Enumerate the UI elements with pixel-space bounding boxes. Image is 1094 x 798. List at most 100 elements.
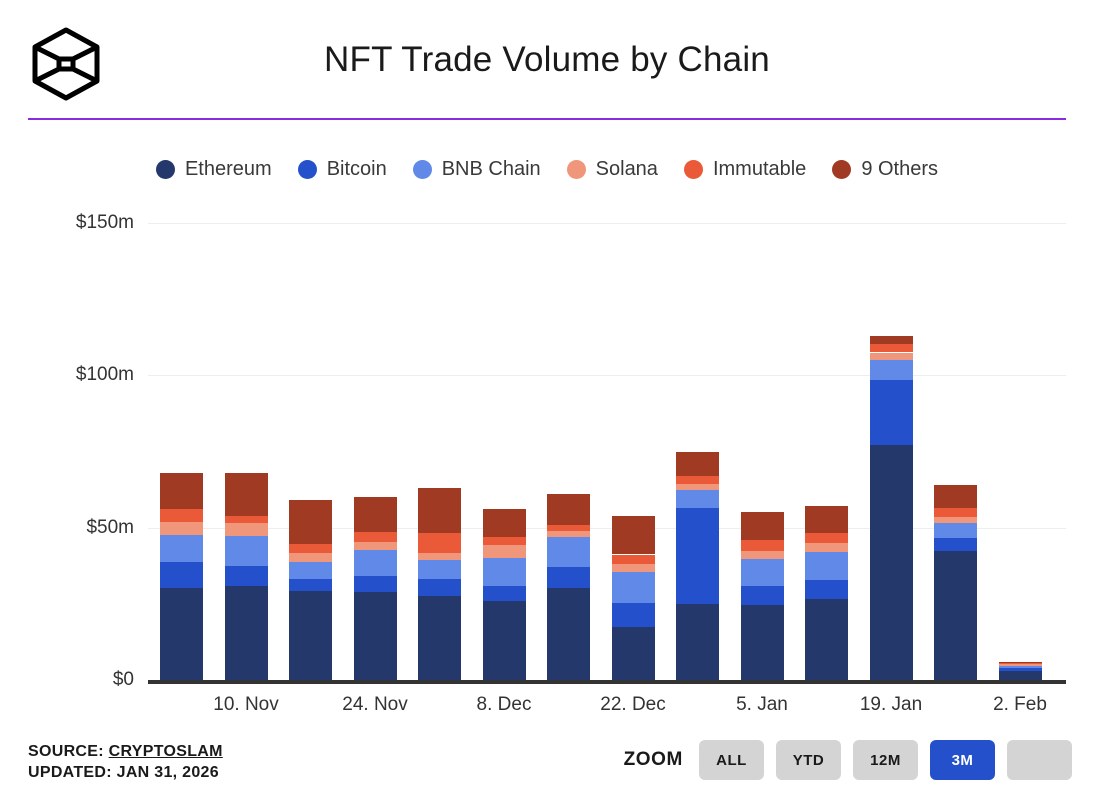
source-link[interactable]: CRYPTOSLAM <box>108 743 223 760</box>
bar-segment-bnb-chain <box>160 535 203 562</box>
bar-column[interactable] <box>998 661 1042 680</box>
zoom-button-12m[interactable]: 12M <box>853 740 918 780</box>
legend-swatch-icon <box>155 160 175 179</box>
chart-header: NFT Trade Volume by Chain <box>0 0 1094 120</box>
bar-column[interactable] <box>869 335 913 680</box>
legend-item-label: Immutable <box>712 158 807 180</box>
y-axis-tick-label: $150m <box>75 212 134 233</box>
bar-segment-solana <box>289 552 332 562</box>
bar-segment-9-others <box>353 497 397 533</box>
legend-item-label: BNB Chain <box>441 158 541 180</box>
y-axis-tick-label: $100m <box>75 364 134 386</box>
bar-column[interactable] <box>160 472 203 680</box>
bar-segment-bnb-chain <box>418 559 461 579</box>
legend-item-bitcoin[interactable]: Bitcoin <box>297 158 387 181</box>
bar-segment-bitcoin <box>547 567 590 588</box>
legend-item-label: Solana <box>595 158 658 180</box>
bar-column[interactable] <box>805 506 848 680</box>
page-title: NFT Trade Volume by Chain <box>324 40 770 79</box>
bar-segment-immutable <box>805 533 848 544</box>
bar-segment-bitcoin <box>353 575 397 592</box>
legend-item-9-others[interactable]: 9 Others <box>832 158 938 181</box>
source-line: SOURCE: CRYPTOSLAM <box>28 741 223 762</box>
bar-column[interactable] <box>547 494 590 680</box>
bar-segment-ethereum <box>869 445 913 680</box>
bar-segment-bnb-chain <box>805 551 848 580</box>
x-axis-line <box>148 680 1066 684</box>
bar-segment-ethereum <box>289 591 332 680</box>
bar-column[interactable] <box>676 451 719 680</box>
bar-segment-solana <box>805 543 848 552</box>
bar-segment-bnb-chain <box>869 360 913 381</box>
legend-swatch-icon <box>412 160 432 179</box>
legend-item-ethereum[interactable]: Ethereum <box>155 158 272 181</box>
bar-segment-9-others <box>934 485 977 509</box>
bar-segment-bnb-chain <box>998 666 1042 668</box>
bar-segment-immutable <box>869 343 913 353</box>
bar-segment-bitcoin <box>934 538 977 552</box>
source-info: SOURCE: CRYPTOSLAM UPDATED: JAN 31, 2026 <box>28 741 223 783</box>
bar-segment-solana <box>998 664 1042 666</box>
bar-segment-ethereum <box>547 587 590 680</box>
bar-segment-bitcoin <box>869 380 913 446</box>
zoom-button-all[interactable]: ALL <box>699 740 764 780</box>
hexagon-cube-logo-icon <box>32 27 100 101</box>
bar-column[interactable] <box>611 515 655 680</box>
bar-segment-bnb-chain <box>740 559 784 587</box>
bar-segment-9-others <box>160 472 203 510</box>
chart-footer: SOURCE: CRYPTOSLAM UPDATED: JAN 31, 2026… <box>0 736 1094 798</box>
x-axis-tick-label: 10. Nov <box>213 694 279 715</box>
bar-segment-immutable <box>676 476 719 484</box>
x-axis-tick-label: 19. Jan <box>859 694 923 715</box>
bar-segment-solana <box>869 352 913 361</box>
zoom-controls: ZOOM ALL YTD 12M 3M <box>624 740 1072 780</box>
bar-segment-ethereum <box>418 596 461 680</box>
legend-item-label: 9 Others <box>861 158 939 180</box>
bar-segment-bitcoin <box>289 578 332 592</box>
bar-segment-solana <box>547 531 590 538</box>
legend-swatch-icon <box>683 160 703 179</box>
legend-item-bnb-chain[interactable]: BNB Chain <box>412 158 541 181</box>
bar-segment-9-others <box>289 500 332 544</box>
bar-segment-bitcoin <box>224 566 268 587</box>
gridline <box>148 223 1066 224</box>
bar-segment-bitcoin <box>676 508 719 604</box>
bar-segment-ethereum <box>160 587 203 680</box>
bar-segment-bnb-chain <box>934 522 977 539</box>
zoom-button-blank[interactable] <box>1007 740 1072 780</box>
bar-column[interactable] <box>934 485 977 680</box>
bar-segment-solana <box>934 516 977 523</box>
legend-swatch-icon <box>297 160 317 179</box>
bar-segment-ethereum <box>353 591 397 680</box>
bar-segment-bnb-chain <box>482 558 526 586</box>
legend-item-solana[interactable]: Solana <box>566 158 658 181</box>
bar-column[interactable] <box>482 509 526 680</box>
bar-segment-ethereum <box>998 670 1042 680</box>
bar-column[interactable] <box>224 472 268 680</box>
bar-segment-bitcoin <box>160 561 203 588</box>
bar-segment-bnb-chain <box>676 489 719 509</box>
bar-segment-immutable <box>611 554 655 565</box>
zoom-button-3m[interactable]: 3M <box>930 740 995 780</box>
bar-column[interactable] <box>353 497 397 680</box>
bar-segment-immutable <box>482 537 526 546</box>
bar-segment-immutable <box>934 508 977 517</box>
bar-segment-solana <box>740 550 784 560</box>
bar-segment-immutable <box>740 539 784 551</box>
bar-segment-solana <box>611 564 655 573</box>
bar-segment-ethereum <box>611 626 655 680</box>
bar-column[interactable] <box>289 500 332 680</box>
x-axis-tick-label: 5. Jan <box>736 694 788 715</box>
zoom-label: ZOOM <box>623 749 683 770</box>
legend-item-immutable[interactable]: Immutable <box>683 158 807 181</box>
bar-segment-immutable <box>353 532 397 542</box>
updated-label: UPDATED: JAN 31, 2026 <box>28 764 219 781</box>
zoom-button-ytd[interactable]: YTD <box>776 740 841 780</box>
bar-segment-9-others <box>547 494 590 525</box>
chart-legend: Ethereum Bitcoin BNB Chain Solana Immutable 9… <box>0 158 1094 181</box>
bar-segment-9-others <box>998 661 1042 663</box>
legend-item-label: Bitcoin <box>326 158 387 180</box>
bar-column[interactable] <box>740 512 784 680</box>
legend-swatch-icon <box>832 160 852 179</box>
bar-column[interactable] <box>418 488 461 680</box>
